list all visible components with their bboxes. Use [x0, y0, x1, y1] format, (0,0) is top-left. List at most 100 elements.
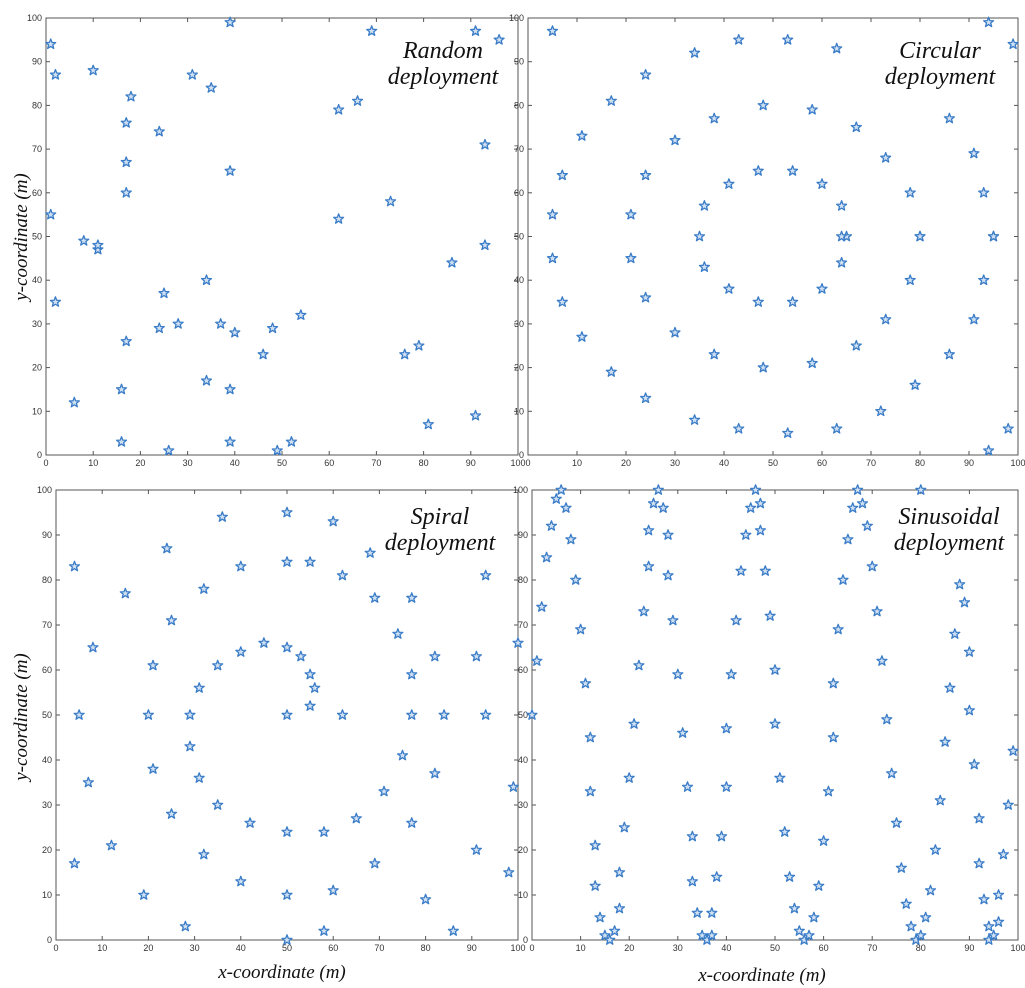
scatter-point-star — [470, 844, 483, 855]
x-tick-label: 60 — [324, 458, 334, 468]
y-tick-label: 90 — [514, 57, 524, 67]
scatter-point-star — [782, 427, 794, 439]
scatter-point-star — [120, 117, 132, 128]
panel-title-line: Circular — [899, 38, 981, 64]
scatter-point-star — [165, 808, 178, 819]
scatter-point-star — [890, 817, 903, 828]
scatter-point-star — [351, 95, 364, 106]
scatter-point-star — [686, 830, 698, 842]
y-tick-label: 60 — [514, 188, 524, 198]
scatter-point-star — [929, 844, 941, 855]
scatter-point-star — [336, 709, 349, 720]
scatter-points — [526, 484, 1019, 945]
scatter-point-star — [672, 668, 684, 680]
y-tick-label: 50 — [32, 232, 42, 242]
scatter-point-star — [224, 165, 236, 176]
scatter-point-star — [667, 614, 679, 626]
scatter-point-star — [818, 835, 830, 846]
scatter-point-star — [915, 484, 927, 495]
scatter-point-star — [618, 821, 630, 833]
scatter-point-star — [224, 436, 236, 447]
y-tick-label: 90 — [42, 530, 52, 540]
scatter-panel-2: 0 10 20 30 40 50 60 70 80 90 100010203040506070809… — [37, 485, 526, 953]
scatter-point-star — [787, 165, 799, 176]
scatter-point-star — [689, 414, 701, 425]
x-tick-label: 10 — [572, 458, 582, 468]
scatter-point-star — [49, 296, 62, 307]
scatter-point-star — [161, 542, 173, 554]
scatter-point-star — [125, 90, 137, 102]
panel-title-line: deployment — [885, 64, 997, 90]
scatter-point-star — [49, 68, 62, 80]
y-tick-label: 10 — [518, 890, 528, 900]
scatter-point-star — [876, 655, 888, 666]
scatter-point-star — [806, 103, 818, 115]
panel-title: Sinusoidal deployment — [894, 504, 1006, 556]
scatter-point-star — [526, 709, 538, 720]
x-axis-title-left: x-coordinate (m) — [217, 962, 346, 983]
x-tick-label: 40 — [721, 943, 731, 953]
scatter-point-star — [752, 296, 764, 307]
scatter-point-star — [599, 929, 611, 941]
scatter-point-star — [963, 646, 975, 657]
x-tick-label: 90 — [467, 943, 477, 953]
x-tick-label: 0 — [43, 458, 48, 468]
scatter-point-star — [625, 208, 637, 220]
scatter-point-star — [847, 502, 859, 513]
scatter-point-star — [628, 718, 640, 729]
x-tick-label: 80 — [419, 458, 429, 468]
y-tick-label: 100 — [27, 13, 42, 23]
scatter-point-star — [880, 313, 892, 325]
scatter-point-star — [266, 322, 279, 334]
scatter-point-star — [244, 817, 256, 828]
scatter-point-star — [822, 785, 835, 797]
scatter-point-star — [224, 383, 236, 395]
y-tick-label: 40 — [32, 275, 42, 285]
scatter-point-star — [808, 911, 820, 923]
scatter-point-star — [285, 436, 298, 447]
scatter-point-star — [733, 422, 745, 434]
scatter-point-star — [605, 95, 617, 106]
scatter-point-star — [546, 25, 559, 36]
scatter-point-star — [531, 655, 543, 666]
scatter-point-star — [215, 318, 227, 329]
scatter-point-star — [212, 659, 224, 671]
scatter-point-star — [546, 252, 559, 264]
y-tick-label: 20 — [518, 845, 528, 855]
scatter-point-star — [470, 650, 483, 662]
scatter-point-star — [68, 396, 80, 408]
scatter-point-star — [856, 497, 869, 509]
scatter-point-star — [759, 565, 771, 576]
scatter-point-star — [257, 348, 269, 360]
scatter-point-star — [924, 884, 937, 896]
scatter-point-star — [831, 422, 843, 434]
scatter-point-star — [304, 556, 316, 567]
scatter-point-star — [469, 25, 482, 36]
scatter-point-star — [318, 925, 330, 936]
scatter-point-star — [708, 112, 720, 124]
scatter-point-star — [447, 925, 459, 936]
scatter-point-star — [633, 659, 645, 671]
x-tick-label: 80 — [915, 458, 925, 468]
scatter-point-star — [147, 659, 159, 671]
scatter-point-star — [604, 934, 616, 945]
y-tick-label: 70 — [42, 620, 52, 630]
x-tick-label: 10 — [88, 458, 98, 468]
scatter-point-star — [978, 274, 990, 286]
panel-title-line: deployment — [894, 530, 1006, 556]
x-tick-label: 60 — [328, 943, 338, 953]
scatter-point-star — [827, 677, 839, 689]
scatter-point-star — [545, 520, 558, 531]
scatter-point-star — [153, 322, 165, 334]
plot-area — [531, 489, 1019, 941]
scatter-point-star — [895, 862, 907, 873]
x-axis-title-right: x-coordinate (m) — [697, 965, 826, 986]
y-tick-label: 10 — [514, 406, 524, 416]
scatter-point-star — [87, 641, 99, 653]
scatter-point-star — [68, 857, 81, 869]
scatter-point-star — [647, 497, 660, 509]
scatter-point-star — [200, 274, 213, 286]
scatter-point-star — [992, 916, 1005, 927]
scatter-point-star — [364, 547, 376, 558]
